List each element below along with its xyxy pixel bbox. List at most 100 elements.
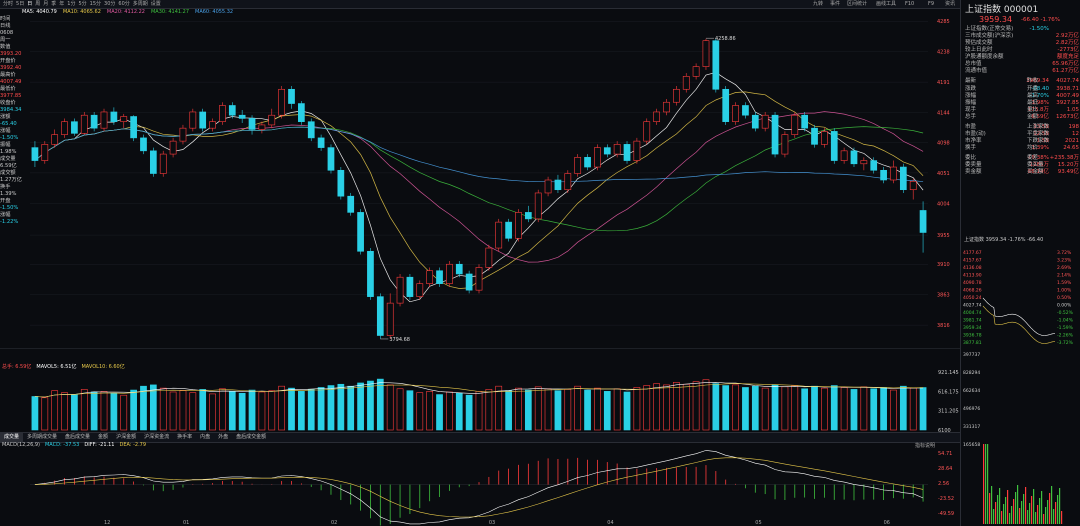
ma-line [34,111,924,263]
candle [515,209,522,242]
intraday-vol-bar [1003,504,1005,524]
indicator-tab[interactable]: 内盘 [200,434,211,440]
candle [31,141,39,168]
intraday-price-label: 3959.34 [963,325,982,331]
intraday-pct-label: 2.69% [1057,265,1072,271]
indicator-tab[interactable]: 盘后成交金额 [236,434,267,440]
left-panel-item: -1.22% [0,219,19,225]
toolbar-right-item[interactable]: 九转 [813,1,824,7]
intraday-price-label: 3936.78 [963,333,982,339]
left-panel-item: 成交额 [0,170,16,176]
toolbar-item[interactable]: 周 [35,1,41,7]
candle [850,147,858,168]
volume-bar [613,388,621,431]
toolbar-right-item[interactable]: 资讯 [945,1,956,7]
toolbar-item[interactable]: 60分 [118,1,130,7]
toolbar-item[interactable]: 1分 [67,1,76,7]
indicator-tab[interactable]: 沪深资金流 [144,434,170,440]
intraday-pct-label: -1.04% [1057,318,1074,324]
candle [623,141,631,164]
toolbar-item[interactable]: 多周期 [132,1,148,7]
volume-bar [327,385,335,431]
candle [347,192,355,216]
toolbar-item[interactable]: 年 [59,1,65,7]
indicator-tab[interactable]: 换手率 [177,434,193,440]
left-panel-item: 日线 [0,23,11,29]
toolbar-item[interactable]: 日 [27,1,33,7]
candle [337,167,345,200]
toolbar-right-item[interactable]: 事件 [830,1,841,7]
intraday-vol-bar [997,495,999,524]
candle [485,244,493,271]
macd-legend-item: DEA: -2.79 [119,442,147,448]
volume-bar [90,391,98,431]
toolbar-right-item[interactable]: 画线工具 [876,1,897,7]
toolbar-item[interactable]: 30分 [104,1,116,7]
candle [633,137,641,164]
indicator-tab[interactable]: 成交量 [0,433,24,442]
candlestick-chart[interactable]: 4285 4238 4191 4144 4098 4051 4004 3955 3910 3863… [0,0,960,526]
volume-bar [515,387,522,431]
quote-row: 换手 1.39% 均价 24.65 [965,145,1079,151]
intraday-price-label: 4004.74 [963,310,982,316]
volume-bar [307,389,315,431]
volume-bar [110,392,118,431]
intraday-vol-bar [1023,494,1025,524]
toolbar-right-item[interactable]: 区间统计 [847,1,868,7]
quote-row: 预估成交额 2.82万亿 [965,40,1079,46]
candle [71,118,78,136]
toolbar-item[interactable]: 设置 [150,1,161,7]
volume-bar [268,390,276,431]
volume-bar [51,390,59,431]
toolbar: 分时 5日日周月季年 1分 5分 15分 30分 60分 多周期 设置 九转 事件 区间统计 画线工具 F… [0,0,967,15]
toolbar-item[interactable]: 季 [51,1,57,7]
candle [416,280,424,300]
volume-bar [258,391,266,431]
indicator-tab[interactable]: 沪深金额 [116,434,137,440]
toolbar-item[interactable]: 月 [43,1,49,7]
macd-help-link[interactable]: 指标说明 [915,443,936,449]
toolbar-item[interactable]: 5日 [16,1,25,7]
intraday-vol-bar [1049,493,1051,524]
left-panel-item: 1.27万亿 [0,177,22,183]
intraday-pct-label: 1.59% [1057,280,1072,286]
candle [732,102,739,125]
toolbar-item[interactable]: 15分 [89,1,102,7]
intraday-vol-bar [991,486,993,524]
quote-row: 市净率 1.58 下跌家数 2021 [965,138,1079,144]
candle [584,154,591,171]
candle [51,129,59,148]
toolbar-right-item[interactable]: F9 [928,1,935,7]
candle [771,111,779,158]
volume-bar [781,386,789,431]
quote-row: 市盈(动) 12.58 平盘家数 12 [965,131,1079,137]
intraday-vol-bar [1027,510,1029,524]
intraday-vol-bar [1061,511,1063,524]
intraday-vol-bar [1055,502,1057,524]
toolbar-item[interactable]: 分时 [3,1,14,7]
volume-bar [376,378,384,431]
volume-bar [238,392,246,431]
volume-bar [574,385,582,431]
candle [505,218,512,242]
volume-bar [880,387,887,431]
candle [643,118,651,145]
price-tick: 4004 [937,201,950,207]
indicator-tab[interactable]: 多周期成交量 [27,434,58,440]
indicator-tab[interactable]: 盘后成交量 [65,434,91,440]
intraday-vol-bar [1019,508,1021,524]
indicator-tab[interactable]: 金额 [98,434,109,440]
toolbar-right-item[interactable]: F10 [905,1,915,7]
indicator-tab[interactable]: 外盘 [218,434,229,440]
volume-bar [554,390,562,431]
intraday-chart[interactable]: 4177.67 3.72% 4157.67 3.23% 4136.08 2.69% 4113… [961,246,1080,526]
intraday-vol-bar [1031,496,1033,524]
volume-bar [732,384,739,431]
toolbar-item[interactable]: 5分 [78,1,87,7]
volume-bar [722,385,730,431]
left-panel-item: 6.59亿 [0,163,17,169]
quote-row: 上证指数(正常交易) -1.50% [965,26,1049,32]
intraday-vol-bar [993,509,995,524]
volume-bar [850,389,858,431]
intraday-vol-bar [1025,487,1027,524]
